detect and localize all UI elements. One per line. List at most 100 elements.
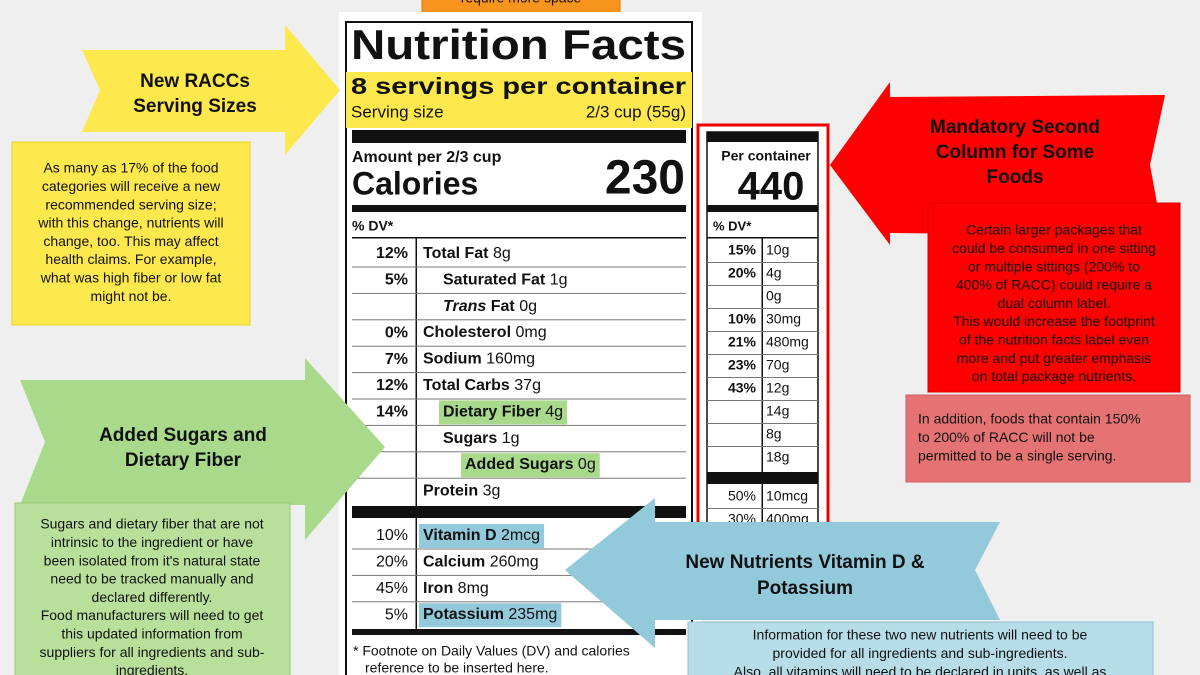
thick-rule bbox=[352, 629, 686, 635]
nutrient-amount: 1g bbox=[502, 430, 520, 447]
callout-title: Mandatory Second bbox=[930, 117, 1100, 138]
callout-text: ingredients. bbox=[116, 662, 188, 675]
daily-value: 20% bbox=[376, 554, 408, 571]
callout-text: Sugars and dietary fiber that are not bbox=[40, 516, 263, 532]
daily-value: 5% bbox=[385, 272, 408, 289]
nutrient-name: Potassium bbox=[423, 606, 504, 623]
nutrient-name: Dietary Fiber bbox=[443, 404, 541, 421]
callout-text: provided for all ingredients and sub-ing… bbox=[773, 645, 1068, 661]
daily-value: 15% bbox=[728, 242, 757, 258]
servings: 8 servings per container bbox=[351, 73, 686, 99]
nutrient: Saturated Fat 1g bbox=[443, 272, 568, 289]
row-rule bbox=[707, 308, 818, 309]
callout-text: or multiple sittings (200% to bbox=[968, 258, 1140, 274]
per-container-calories: 440 bbox=[738, 165, 805, 209]
nutrient-name: Total Fat bbox=[423, 245, 489, 262]
daily-value: 12% bbox=[376, 245, 408, 262]
callout-text: suppliers for all ingredients and sub- bbox=[40, 644, 265, 660]
dv-header: % DV* bbox=[352, 218, 394, 234]
amount-per: Amount per 2/3 cup bbox=[352, 149, 502, 166]
serving-box bbox=[11, 141, 251, 326]
column-divider bbox=[761, 484, 763, 524]
callout-text: Information for these two new nutrients … bbox=[753, 627, 1088, 643]
nutrient: Total Fat 8g bbox=[423, 245, 511, 262]
row-rule bbox=[707, 446, 818, 447]
callout-text: with this change, nutrients will bbox=[37, 215, 223, 231]
daily-value: 43% bbox=[728, 380, 757, 396]
row-rule bbox=[352, 372, 686, 374]
row-rule bbox=[707, 400, 818, 401]
nutrient: Dietary Fiber 4g bbox=[443, 404, 563, 421]
nutrient-name: Vitamin D bbox=[423, 527, 497, 544]
callout-title: New RACCs bbox=[140, 71, 250, 92]
daily-value: 21% bbox=[728, 334, 757, 350]
row-rule bbox=[352, 451, 686, 453]
nutrient-amount: 260mg bbox=[490, 554, 539, 571]
highlight bbox=[439, 400, 568, 425]
row-rule bbox=[352, 266, 686, 268]
amount: 4g bbox=[766, 265, 782, 281]
row-rule bbox=[707, 377, 818, 378]
footnote: * Footnote on Daily Values (DV) and calo… bbox=[353, 643, 630, 659]
nutrients-box bbox=[687, 621, 1154, 675]
nutrient-amount: 160mg bbox=[486, 351, 535, 368]
serving-arrow bbox=[82, 25, 340, 155]
callout-text: Certain larger packages that bbox=[966, 222, 1142, 238]
nutrient-amount: 0mg bbox=[515, 324, 546, 341]
highlight bbox=[461, 453, 600, 478]
amount: 0g bbox=[766, 288, 782, 304]
row-rule bbox=[707, 354, 818, 355]
nutrient-amount: 4g bbox=[545, 404, 563, 421]
rule bbox=[707, 237, 818, 239]
nutrient: Calcium 260mg bbox=[423, 554, 539, 571]
daily-value: 5% bbox=[385, 606, 408, 623]
top-note: require more space bbox=[461, 0, 582, 6]
callout-text: might not be. bbox=[91, 288, 172, 304]
daily-value: 0% bbox=[385, 324, 408, 341]
rule bbox=[352, 237, 686, 239]
nutrient: Protein 3g bbox=[423, 483, 500, 500]
nutrient: Potassium 235mg bbox=[423, 606, 557, 623]
daily-value: 20% bbox=[728, 265, 757, 281]
thick-rule bbox=[352, 506, 686, 518]
nutrient: Cholesterol 0mg bbox=[423, 324, 547, 341]
row-rule bbox=[352, 319, 686, 321]
dv-header: % DV* bbox=[713, 218, 752, 233]
callout-title: Foods bbox=[987, 167, 1044, 188]
callout-text: been isolated from it's natural state bbox=[44, 552, 261, 568]
nutrient-amount: 3g bbox=[483, 483, 501, 500]
callout-title: Dietary Fiber bbox=[125, 450, 242, 471]
amount: 18g bbox=[766, 449, 789, 465]
calories: 230 bbox=[605, 152, 685, 205]
callout-text: permitted to be a single serving. bbox=[918, 447, 1116, 463]
callout-title: Potassium bbox=[757, 578, 853, 599]
row-rule bbox=[352, 548, 686, 550]
nutrient-amount: 2mcg bbox=[501, 527, 540, 544]
nutrients-arrow bbox=[565, 498, 1000, 648]
thick-rule bbox=[352, 130, 686, 143]
callout-text: 400% of RACC) could require a bbox=[956, 277, 1152, 293]
highlight bbox=[419, 603, 562, 628]
callout-text: change, too. This may affect bbox=[43, 233, 218, 249]
second-column-extra-box bbox=[905, 394, 1191, 483]
amount: 30mg bbox=[766, 311, 801, 327]
row-rule bbox=[352, 574, 686, 576]
amount: 12g bbox=[766, 380, 789, 396]
servings-highlight bbox=[346, 72, 692, 128]
amount: 10g bbox=[766, 242, 789, 258]
callout-text: dual column label. bbox=[998, 295, 1111, 311]
highlight bbox=[419, 524, 545, 548]
nutrient-name: Saturated Fat bbox=[443, 272, 546, 289]
calories-label: Calories bbox=[352, 165, 478, 201]
serving-size: 2/3 cup (55g) bbox=[586, 102, 686, 121]
nutrient-amount: 37g bbox=[514, 377, 541, 394]
nutrient-name: Iron bbox=[423, 580, 453, 597]
row-rule bbox=[707, 262, 818, 263]
nutrient-name: Added Sugars bbox=[465, 456, 574, 473]
nutrient-amount: 8g bbox=[493, 245, 511, 262]
nutrient-name: Sugars bbox=[443, 430, 497, 447]
thick-rule bbox=[707, 132, 818, 142]
row-rule bbox=[352, 398, 686, 400]
callout-text: recommended serving size; bbox=[45, 196, 216, 212]
